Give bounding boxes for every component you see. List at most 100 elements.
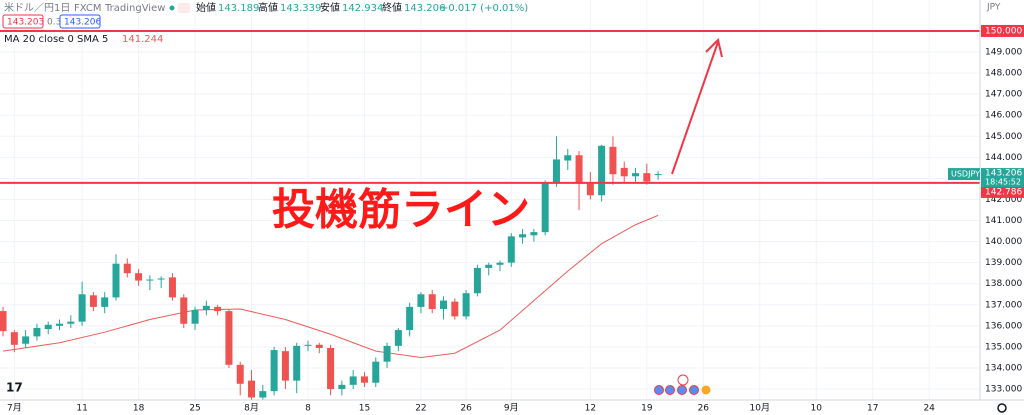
hline-label: 142.786 [985,187,1022,197]
menu-icon[interactable] [178,3,190,13]
candle-body [89,295,97,307]
y-tick-label: 136.000 [985,321,1022,331]
y-tick-label: 139.000 [985,258,1022,268]
candle-body [338,384,346,390]
candle-body [575,155,583,184]
event-icons [654,374,711,395]
candle-body [259,391,267,398]
y-tick-label: 146.000 [985,111,1022,121]
ohlc-name: 終値 [382,1,402,14]
candle-body [168,277,176,298]
ohlc-value: 142.934 [342,3,383,14]
event-icon[interactable] [665,385,675,395]
candle-body [78,294,86,322]
x-tick-label: 11 [76,404,87,414]
change: +0.017 (+0.01%) [440,3,528,14]
settings-icon[interactable] [997,403,1007,413]
annotation: 投機筋ライン [272,186,530,236]
symbol-title: 米ドル／円 [4,1,54,14]
candle-body [552,159,560,183]
x-tick-label: 25 [189,404,200,414]
ask-price: 143.206 [64,18,101,28]
event-icon[interactable] [701,385,711,395]
arrow-head [705,38,723,58]
y-tick-label: 135.000 [985,342,1022,352]
y-tick-label: 137.000 [985,300,1022,310]
price-axis-panel [980,0,1024,415]
y-tick-label: 134.000 [985,363,1022,373]
candle-body [451,301,459,317]
candle-body [10,332,18,345]
candle-body [22,336,30,344]
event-icon[interactable] [677,385,687,395]
x-tick-label: 10 [811,404,823,414]
y-tick-label: 147.000 [985,90,1022,100]
status-dot [169,5,175,11]
x-tick-label: 7月 [7,403,22,414]
symbol-label: USDJPY [951,170,980,179]
candle-body [609,146,617,175]
hline-label: 150.000 [985,26,1022,36]
candle-body [248,380,256,398]
ohlc-name: 始値 [196,1,216,14]
ohlc-name: 安値 [320,1,340,14]
candle-body [214,306,222,312]
candle-body [586,183,594,196]
symbol-box [948,168,980,181]
bid-box[interactable] [2,14,44,29]
event-icon[interactable] [654,385,664,395]
x-tick-label: 9月 [504,403,519,414]
x-tick-label: 8月 [244,403,259,414]
candle-body [33,327,41,337]
candle-body [417,294,425,307]
candle-body [360,376,368,383]
candle-body [191,310,199,324]
y-tick-label: 148.000 [985,69,1022,79]
y-tick-label: 140.000 [985,237,1022,247]
candle-body [157,278,165,280]
x-tick-label: 17 [867,404,878,414]
candle-body [135,273,143,281]
candle-body [101,297,109,307]
candle-body [519,234,527,238]
candle-body [146,279,154,281]
candle-body [462,293,470,317]
candle-body [56,323,64,326]
ask-box[interactable] [59,14,101,29]
candle-body [281,351,289,381]
candle-body [440,300,448,310]
candle-body [632,173,640,177]
candle-body [394,330,402,346]
tv-logo: 17 [6,381,23,395]
hline-label-box [981,185,1024,198]
event-icon[interactable] [689,385,699,395]
x-tick-label: 15 [359,404,370,414]
candle-body [270,350,278,392]
candle-body [507,236,515,263]
candle-body [496,262,504,265]
event-icon[interactable] [677,374,689,386]
y-tick-label: 145.000 [985,132,1022,142]
currency-label: JPY [986,3,1001,13]
ma-line [2,214,659,358]
candle-body [473,267,481,294]
x-tick-label: 26 [698,404,710,414]
arrow-line [671,41,719,175]
candle-body [202,305,210,311]
ohlc-value: 143.206 [404,3,445,14]
brand: TradingView [104,3,165,14]
candle-body [406,306,414,331]
candle-body [180,297,188,324]
candle-body [598,145,606,196]
ma-value: 141.244 [122,34,163,45]
x-tick-label: 24 [923,404,935,414]
last-price: 143.206 [985,169,1022,179]
axes: 133.000 134.000 135.000 136.000 137.000 138.0… [7,24,1024,414]
y-tick-label: 138.000 [985,279,1022,289]
ohlc-name: 高値 [258,1,278,14]
candle-body [643,173,651,182]
candle-body [0,311,7,332]
source: FXCM [74,3,102,14]
